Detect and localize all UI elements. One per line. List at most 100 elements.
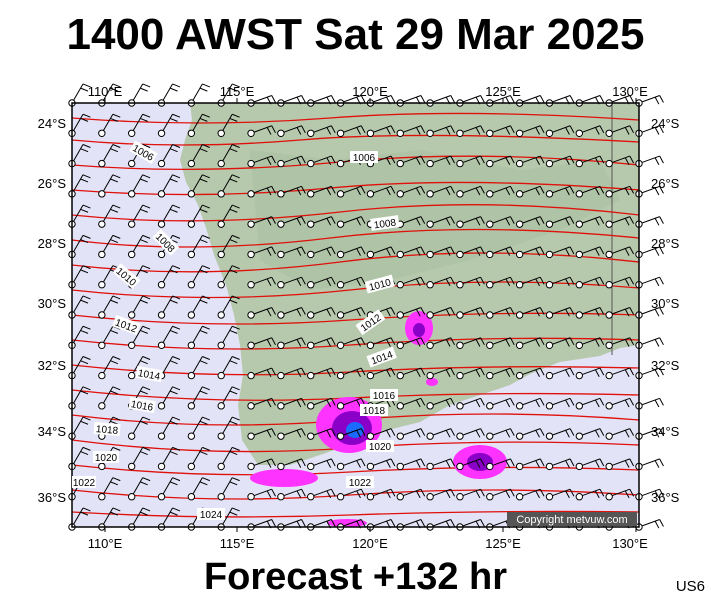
wind-barb-feather [229,360,238,365]
station-circle [575,341,584,349]
wind-barb-feather [80,148,89,153]
isobar-label: 1006 [353,153,376,164]
wind-barb-feather [232,83,240,88]
wind-barb-feather [356,460,361,468]
wind-barb-feather [624,157,630,165]
station-circle [605,311,613,319]
wind-barb-feather [480,337,485,346]
wind-barb-feather [199,239,208,244]
station-circle [426,493,434,501]
wind-barb-feather [539,488,545,497]
wind-barb-feather [595,157,600,165]
station-circle [426,250,434,259]
station-circle [247,462,255,471]
station-circle [98,341,106,349]
wind-barb-feather [112,416,121,421]
station-circle [217,159,225,168]
wind-barb-feather [450,246,455,255]
wind-barb-feather [629,246,635,255]
station-circle [307,129,315,137]
station-circle [336,462,345,471]
wind-barb-feather [82,356,91,360]
wind-barb-feather [326,278,332,287]
wind-barb-feather [326,460,332,468]
wind-barb-feather [659,398,664,406]
wind-barb-feather [390,337,396,346]
wind-barb-feather [654,248,660,256]
station-circle [217,220,225,228]
station-circle [217,402,225,410]
wind-barb-feather [510,276,515,285]
wind-barb-feather [654,96,660,105]
wind-barb-feather [599,398,605,406]
wind-barb-feather [595,248,600,256]
wind-barb-feather [330,428,336,436]
station-circle [157,190,166,198]
wind-barb-feather [82,144,91,148]
wind-barb-feather [301,337,306,346]
wind-barb-feather [330,246,336,255]
wind-barb-feather [659,428,664,436]
wind-barb-feather [330,488,336,497]
station-circle [486,432,494,440]
station-circle [456,220,464,228]
wind-barb-feather [140,239,148,244]
wind-barb-feather [140,390,148,395]
wind-barb-feather [232,265,240,270]
station-circle [217,432,225,440]
wind-barb-feather [110,299,119,304]
wind-barb-feather [415,308,421,317]
wind-barb-feather [172,204,181,209]
wind-barb-feather [229,148,238,153]
station-circle [98,220,106,228]
lat-label-right: 28°S [651,236,680,251]
wind-barbs [68,83,664,531]
wind-barb-feather [480,458,485,467]
wind-barb-feather [450,307,455,315]
wind-barb-feather [266,157,272,165]
station-circle [366,371,375,380]
wind-barb-feather [82,234,91,239]
wind-barb-feather [202,83,210,88]
wind-barb-feather [271,458,276,467]
wind-barb-feather [360,458,366,467]
wind-barb-feather [420,155,426,164]
isobar-label: 1022 [73,478,96,489]
station-circle [307,311,315,319]
wind-barb-feather [654,218,660,226]
station-circle [187,432,196,440]
wind-barb-feather [539,125,545,134]
station-circle [336,129,345,137]
wind-barb-feather [301,155,306,164]
station-circle [247,402,255,410]
wind-barb-feather [199,117,208,122]
wind-barb-feather [450,337,455,346]
station-circle [127,250,136,259]
wind-barb-feather [659,337,664,346]
wind-barb-feather [360,125,366,134]
wind-barb-feather [82,325,91,330]
wind-barb-feather [112,204,121,209]
wind-barb-feather [82,416,91,421]
station-circle [307,402,315,410]
wind-barb-feather [326,248,332,256]
wind-barb-feather [140,481,148,486]
station-circle [366,341,375,349]
wind-barb-feather [271,246,276,255]
wind-barb-feather [450,519,455,527]
wind-barb-feather [330,519,336,527]
wind-barb-feather [356,308,361,317]
wind-barb-feather [599,125,605,134]
wind-barb-feather [599,307,605,315]
wind-barb-feather [82,174,91,179]
wind-barb-feather [301,488,306,497]
station-circle [515,493,524,501]
station-circle [187,371,196,380]
wind-barb-feather [510,95,515,103]
wind-barb-feather [330,216,336,224]
station-circle [127,341,136,349]
lat-label-left: 30°S [38,296,67,311]
wind-barb-feather [199,360,208,365]
wind-barb-feather [569,398,575,406]
wind-barb-feather [172,83,181,88]
